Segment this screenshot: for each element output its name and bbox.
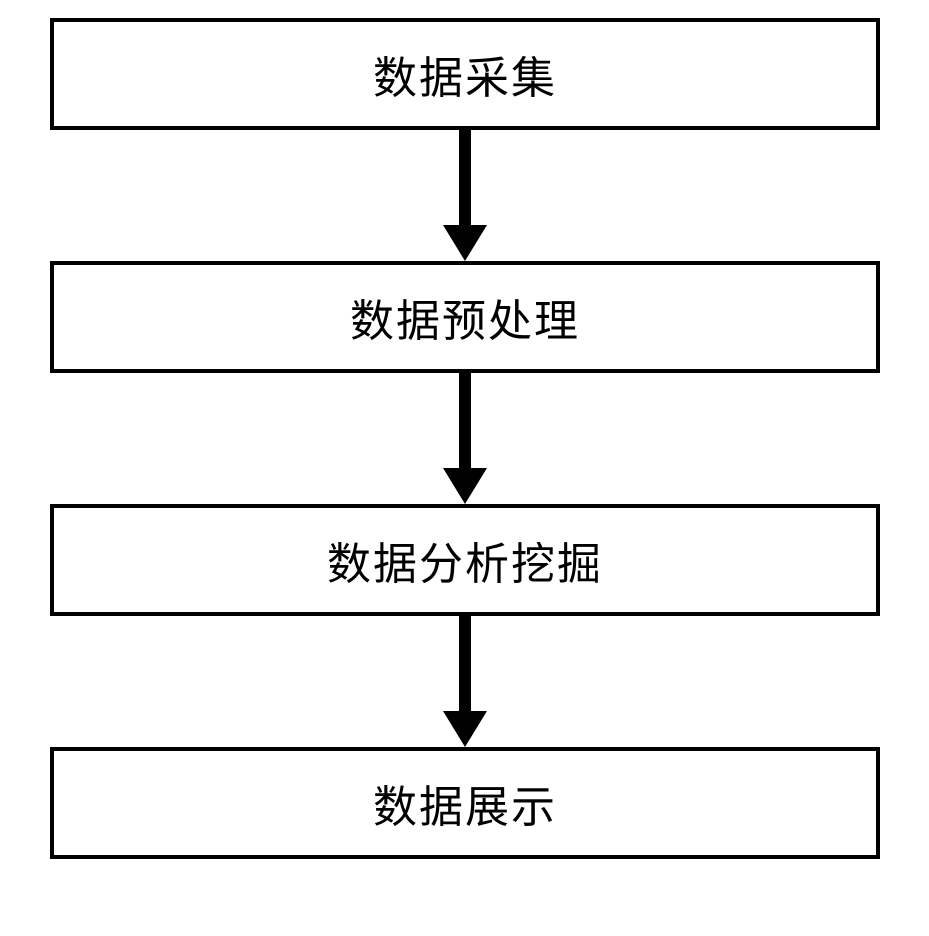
flowchart-arrow-1 — [443, 130, 487, 261]
arrow-line — [459, 130, 471, 225]
arrow-line — [459, 616, 471, 711]
node-label: 数据展示 — [373, 771, 557, 835]
flowchart-arrow-3 — [443, 616, 487, 747]
node-label: 数据采集 — [373, 42, 557, 106]
arrow-line — [459, 373, 471, 468]
arrow-head-icon — [443, 225, 487, 261]
flowchart-arrow-2 — [443, 373, 487, 504]
arrow-head-icon — [443, 468, 487, 504]
node-label: 数据分析挖掘 — [327, 528, 603, 592]
flowchart-node-2: 数据预处理 — [50, 261, 880, 373]
arrow-head-icon — [443, 711, 487, 747]
flowchart-node-1: 数据采集 — [50, 18, 880, 130]
flowchart-node-4: 数据展示 — [50, 747, 880, 859]
flowchart-node-3: 数据分析挖掘 — [50, 504, 880, 616]
node-label: 数据预处理 — [350, 285, 580, 349]
flowchart-container: 数据采集 数据预处理 数据分析挖掘 数据展示 — [50, 18, 880, 859]
